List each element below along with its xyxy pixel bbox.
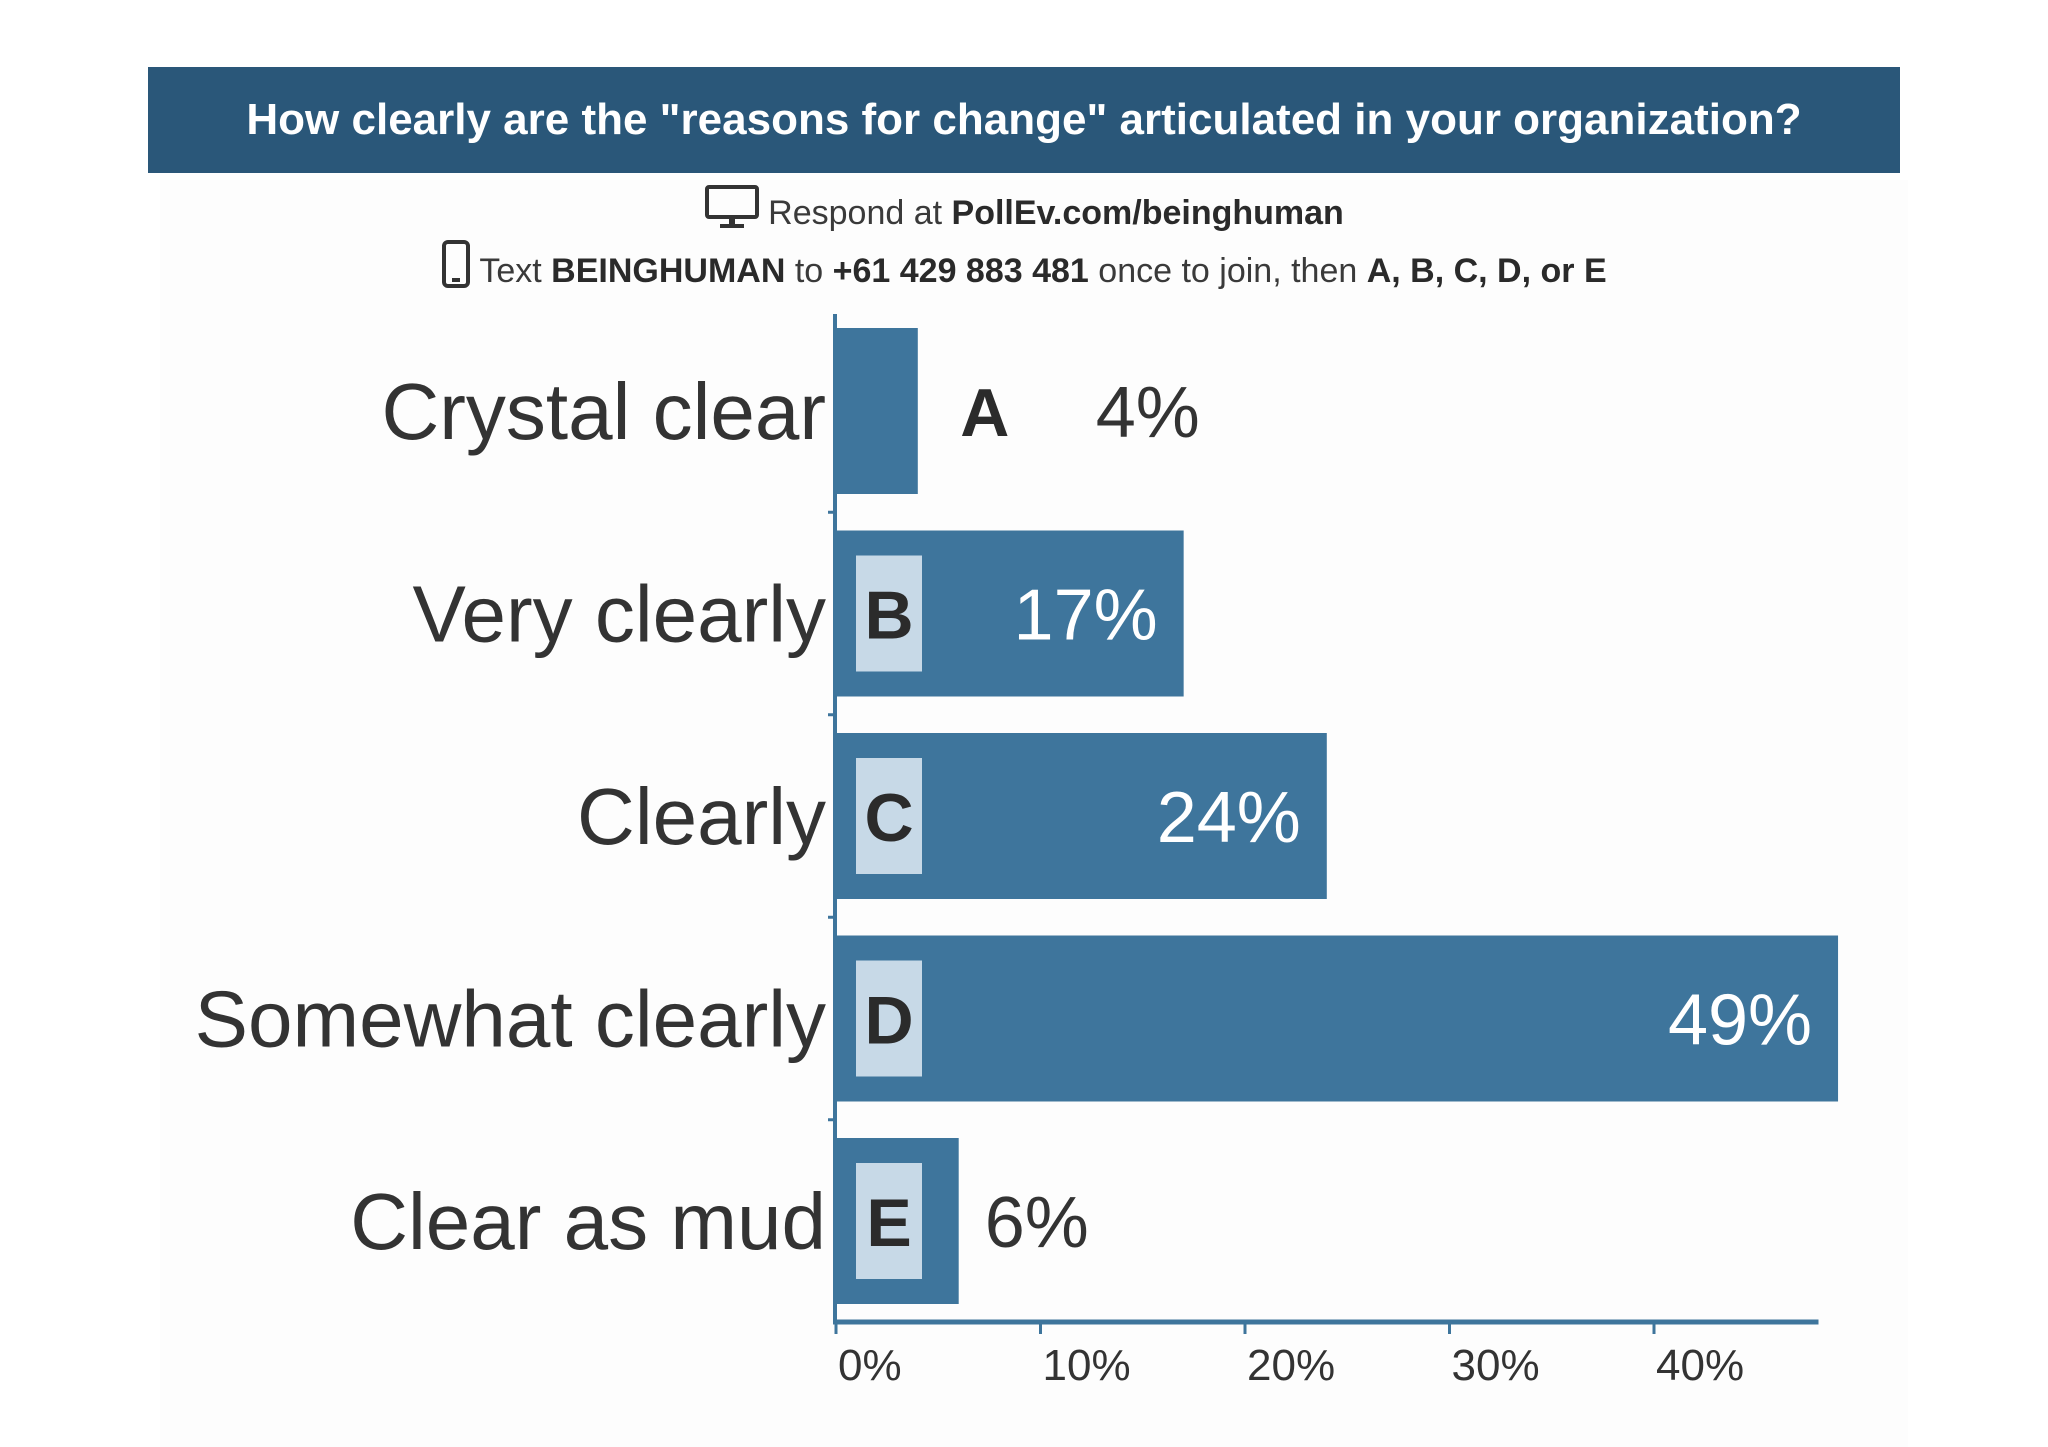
bar-d bbox=[836, 935, 1839, 1102]
bar-a bbox=[836, 328, 918, 494]
x-tick-label: 40% bbox=[1656, 1341, 1744, 1390]
category-label: Somewhat clearly bbox=[195, 975, 826, 1064]
letter-badge bbox=[856, 1163, 922, 1279]
option-letter: E bbox=[866, 1185, 911, 1261]
category-label: Crystal clear bbox=[381, 367, 826, 456]
letter-badge bbox=[856, 960, 922, 1077]
title-banner: How clearly are the "reasons for change"… bbox=[148, 67, 1900, 173]
value-label: 17% bbox=[1014, 576, 1158, 656]
option-letter: B bbox=[864, 578, 913, 654]
monitor-icon bbox=[704, 184, 760, 239]
value-label: 6% bbox=[985, 1183, 1089, 1263]
sms-options: A, B, C, D, or E bbox=[1366, 252, 1607, 290]
poll-url[interactable]: PollEv.com/beinghuman bbox=[951, 194, 1344, 232]
value-label: 49% bbox=[1668, 981, 1812, 1061]
sms-number: +61 429 883 481 bbox=[832, 252, 1089, 290]
option-letter: D bbox=[864, 983, 913, 1059]
page-title: How clearly are the "reasons for change"… bbox=[246, 95, 1802, 144]
text-prefix: Text bbox=[479, 252, 552, 290]
letter-badge bbox=[856, 555, 922, 672]
phone-icon bbox=[441, 240, 471, 297]
x-tick-label: 30% bbox=[1452, 1341, 1540, 1390]
x-tick-label: 10% bbox=[1043, 1341, 1131, 1390]
text-to: to bbox=[785, 252, 833, 290]
value-label: 24% bbox=[1157, 778, 1301, 858]
value-label: 4% bbox=[1096, 373, 1200, 453]
sms-keyword: BEINGHUMAN bbox=[551, 252, 786, 290]
respond-instruction: Respond at PollEv.com/beinghuman bbox=[0, 184, 2048, 239]
text-join: once to join, then bbox=[1088, 252, 1367, 290]
option-letter: A bbox=[960, 375, 1009, 451]
x-tick-label: 0% bbox=[838, 1341, 902, 1390]
option-letter: C bbox=[864, 780, 913, 856]
text-instruction: Text BEINGHUMAN to +61 429 883 481 once … bbox=[0, 240, 2048, 297]
category-label: Clearly bbox=[577, 772, 826, 861]
x-tick-label: 20% bbox=[1247, 1341, 1335, 1390]
axis-layer bbox=[828, 314, 1819, 1334]
letter-badge bbox=[856, 758, 922, 874]
category-label: Clear as mud bbox=[350, 1177, 826, 1266]
category-label: Very clearly bbox=[413, 570, 826, 659]
labels-layer: Crystal clear A 4% Very clearly B 17% Clearly C… bbox=[195, 367, 1812, 1390]
bars-layer bbox=[836, 328, 1839, 1304]
respond-prefix: Respond at bbox=[768, 194, 952, 232]
